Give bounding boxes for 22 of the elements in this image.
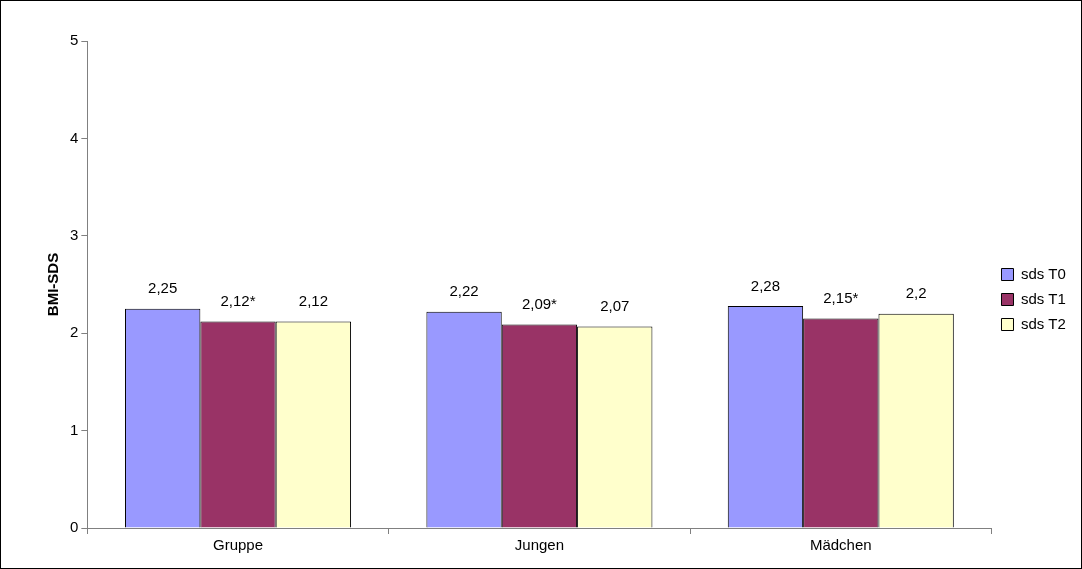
x-tick-label: Mädchen	[809, 536, 872, 554]
y-tick-label: 3	[70, 225, 79, 243]
data-label: 2,12*	[220, 292, 256, 310]
y-axis-title: BMI-SDS	[44, 252, 62, 317]
legend-label: sds T2	[1020, 314, 1066, 332]
data-label: 2,28	[750, 276, 781, 294]
legend-label: sds T1	[1020, 289, 1066, 307]
x-tick-label: Gruppe	[213, 536, 264, 554]
data-label: 2,22	[449, 282, 479, 300]
y-tick-label: 4	[70, 128, 79, 146]
y-tick-label: 2	[70, 323, 79, 341]
y-tick-label: 0	[70, 518, 79, 536]
legend-label: sds T0	[1020, 264, 1066, 282]
data-label: 2,15*	[823, 289, 859, 307]
y-tick-label: 1	[70, 420, 79, 438]
data-label: 2,12	[298, 292, 328, 310]
data-label: 2,09*	[521, 295, 558, 313]
data-label: 2,07	[600, 297, 630, 315]
y-tick-label: 5	[70, 31, 79, 49]
x-tick-label: Jungen	[514, 536, 565, 554]
data-label: 2,25	[148, 279, 178, 297]
data-label: 2,2	[905, 284, 927, 302]
